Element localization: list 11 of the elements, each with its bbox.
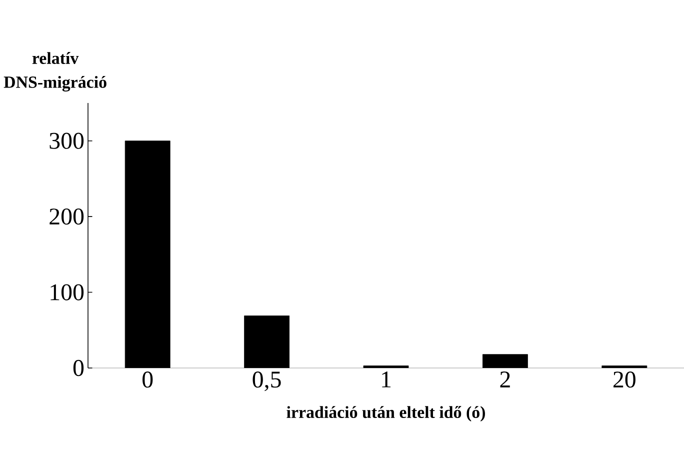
x-tick-label: 20 xyxy=(613,372,636,388)
x-tick-label: 2 xyxy=(500,372,510,388)
y-tick-label: 300 xyxy=(50,132,84,149)
y-tick-label: 100 xyxy=(50,284,84,300)
y-axis-title: relatív DNS-migráció xyxy=(4,52,106,92)
x-tick-label: 0 xyxy=(142,372,153,388)
x-axis-title: irradiáció után eltelt idő (ó) xyxy=(286,406,485,422)
y-tick-label: 0 xyxy=(73,360,84,376)
x-tick-label: 1 xyxy=(382,372,391,388)
x-tick-label: 0,5 xyxy=(252,372,281,392)
y-tick-label: 200 xyxy=(50,208,84,225)
